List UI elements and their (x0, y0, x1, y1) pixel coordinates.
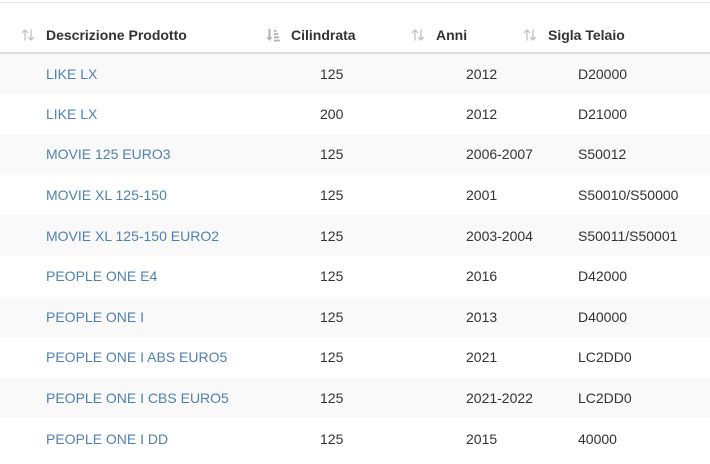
product-link[interactable]: MOVIE XL 125-150 (46, 187, 167, 204)
cell-descrizione: LIKE LX (0, 94, 290, 135)
cell-cilindrata: 125 (320, 308, 344, 325)
product-link[interactable]: PEOPLE ONE I ABS EURO5 (46, 349, 228, 366)
table-row: PEOPLE ONE I CBS EURO5 125 2021-2022 LC2… (0, 377, 710, 419)
cell-cilindrata: 200 (320, 105, 344, 122)
products-table: Descrizione Prodotto Cilindrata Anni (0, 18, 710, 459)
header-row: Descrizione Prodotto Cilindrata Anni (0, 18, 710, 54)
table-body: LIKE LX 125 2012 D20000 LIKE LX 200 2012… (0, 53, 710, 459)
cell-anni: 2006-2007 (466, 146, 533, 163)
cell-sigla-telaio: S50012 (578, 146, 627, 163)
table-row: MOVIE 125 EURO3 125 2006-2007 S50012 (0, 134, 710, 175)
cell-anni: 2013 (466, 308, 498, 325)
product-link[interactable]: LIKE LX (46, 65, 98, 82)
cell-anni: 2003-2004 (466, 227, 533, 244)
cell-cilindrata: 125 (320, 349, 344, 366)
header-descrizione-prodotto[interactable]: Descrizione Prodotto (0, 18, 290, 54)
table-row: PEOPLE ONE I DD 125 2015 40000 (0, 418, 710, 459)
cell-cilindrata: 125 (320, 146, 344, 163)
table-header: Descrizione Prodotto Cilindrata Anni (0, 18, 710, 54)
cell-sigla-telaio: LC2DD0 (578, 390, 632, 407)
header-anni[interactable]: Anni (411, 18, 547, 54)
table-row: MOVIE XL 125-150 EURO2 125 2003-2004 S50… (0, 215, 710, 256)
top-divider (0, 2, 710, 3)
table-row: PEOPLE ONE I 125 2013 D40000 (0, 296, 710, 338)
cell-sigla-telaio: D21000 (578, 105, 628, 122)
cell-anni: 2012 (466, 65, 498, 82)
cell-sigla-telaio: 40000 (578, 430, 617, 447)
product-link[interactable]: PEOPLE ONE I CBS EURO5 (46, 390, 229, 407)
cell-anni: 2016 (466, 268, 498, 285)
cell-anni: 2021-2022 (466, 390, 533, 407)
sort-updown-icon[interactable] (410, 27, 426, 43)
header-label: Cilindrata (291, 27, 356, 43)
header-label: Sigla Telaio (548, 27, 625, 43)
cell-descrizione: PEOPLE ONE I (0, 297, 290, 338)
header-cilindrata[interactable]: Cilindrata (266, 18, 435, 54)
cell-sigla-telaio: S50011/S50001 (578, 227, 678, 244)
cell-cilindrata: 125 (320, 65, 344, 82)
cell-descrizione: PEOPLE ONE I ABS EURO5 (0, 337, 290, 378)
cell-cilindrata: 125 (320, 430, 344, 447)
product-link[interactable]: PEOPLE ONE E4 (46, 268, 158, 285)
product-link[interactable]: MOVIE 125 EURO3 (46, 146, 171, 163)
table-row: PEOPLE ONE E4 125 2016 D42000 (0, 255, 710, 297)
header-sigla-telaio[interactable]: Sigla Telaio (523, 18, 710, 54)
cell-descrizione: PEOPLE ONE I DD (0, 418, 290, 459)
header-label: Anni (436, 27, 468, 43)
product-link[interactable]: PEOPLE ONE I DD (46, 430, 169, 447)
product-link[interactable]: LIKE LX (46, 105, 98, 122)
cell-descrizione: MOVIE XL 125-150 (0, 175, 290, 216)
sort-updown-icon[interactable] (20, 27, 36, 43)
cell-anni: 2012 (466, 105, 498, 122)
cell-sigla-telaio: LC2DD0 (578, 349, 632, 366)
cell-cilindrata: 125 (320, 187, 344, 204)
sort-updown-icon[interactable] (522, 27, 538, 43)
cell-anni: 2015 (466, 430, 498, 447)
sort-ascending-icon[interactable] (265, 27, 281, 43)
cell-descrizione: MOVIE 125 EURO3 (0, 134, 290, 175)
table-row: LIKE LX 200 2012 D21000 (0, 93, 710, 135)
cell-descrizione: PEOPLE ONE E4 (0, 256, 290, 297)
product-link[interactable]: PEOPLE ONE I (46, 308, 145, 325)
product-link[interactable]: MOVIE XL 125-150 EURO2 (46, 227, 220, 244)
table-row: LIKE LX 125 2012 D20000 (0, 53, 710, 94)
header-label: Descrizione Prodotto (46, 27, 187, 43)
cell-descrizione: PEOPLE ONE I CBS EURO5 (0, 378, 290, 419)
cell-anni: 2001 (466, 187, 498, 204)
cell-descrizione: MOVIE XL 125-150 EURO2 (0, 215, 290, 256)
cell-sigla-telaio: S50010/S50000 (578, 187, 679, 204)
cell-sigla-telaio: D42000 (578, 268, 628, 285)
cell-sigla-telaio: D20000 (578, 65, 628, 82)
table-row: MOVIE XL 125-150 125 2001 S50010/S50000 (0, 174, 710, 216)
cell-cilindrata: 125 (320, 268, 344, 285)
cell-cilindrata: 125 (320, 390, 344, 407)
cell-sigla-telaio: D40000 (578, 308, 628, 325)
cell-descrizione: LIKE LX (0, 53, 290, 94)
cell-anni: 2021 (466, 349, 498, 366)
table-row: PEOPLE ONE I ABS EURO5 125 2021 LC2DD0 (0, 337, 710, 378)
cell-cilindrata: 125 (320, 227, 344, 244)
